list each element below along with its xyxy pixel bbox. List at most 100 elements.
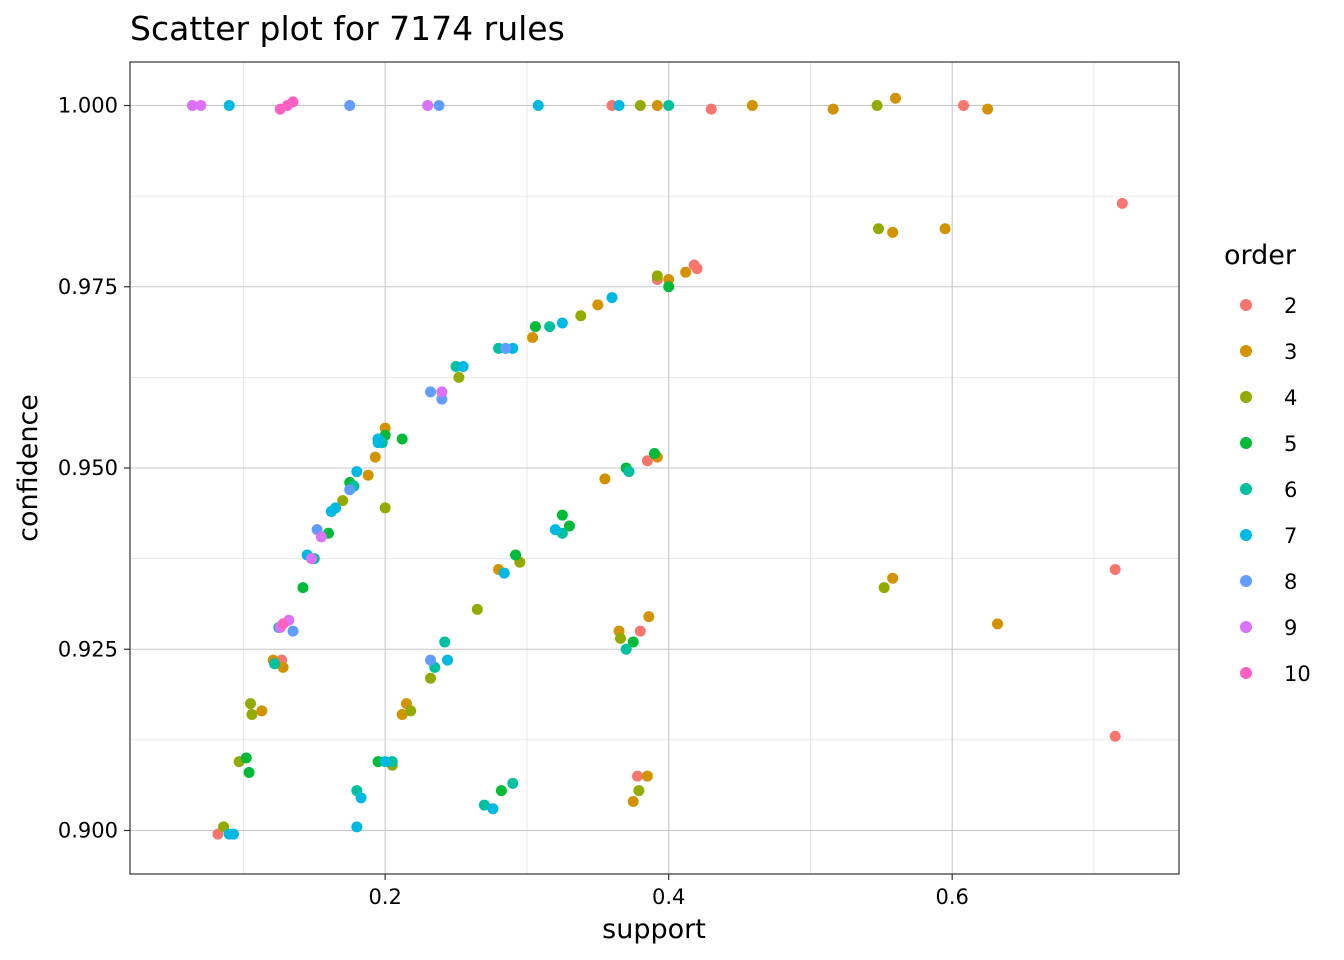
data-point-order-7	[442, 654, 454, 666]
data-point-order-7	[372, 433, 384, 445]
x-tick-label: 0.4	[652, 885, 685, 909]
legend-key-order-5	[1240, 437, 1252, 449]
data-point-order-6	[439, 636, 451, 648]
data-point-order-6	[507, 777, 519, 789]
data-point-order-9	[436, 386, 448, 398]
data-point-order-2	[705, 103, 717, 115]
data-point-order-4	[878, 582, 890, 594]
y-tick-label: 0.950	[58, 456, 118, 480]
data-point-order-3	[599, 473, 611, 485]
data-point-order-5	[563, 520, 575, 532]
data-point-order-3	[889, 92, 901, 104]
y-tick-label: 1.000	[58, 94, 118, 118]
data-point-order-6	[544, 321, 556, 333]
data-point-order-7	[556, 317, 568, 329]
data-point-order-3	[643, 611, 655, 623]
data-point-order-10	[277, 618, 289, 630]
legend-label-order-6: 6	[1284, 478, 1297, 502]
data-point-order-4	[425, 672, 437, 684]
data-point-order-7	[223, 100, 235, 111]
legend-label-order-2: 2	[1284, 294, 1297, 318]
data-point-order-5	[495, 785, 507, 797]
data-point-order-7	[351, 821, 363, 833]
data-point-order-3	[887, 572, 899, 584]
data-point-order-9	[195, 100, 207, 111]
data-point-order-4	[614, 632, 626, 644]
data-point-order-3	[746, 100, 758, 111]
legend-title: order	[1224, 240, 1297, 271]
data-point-order-4	[379, 502, 391, 514]
data-point-order-8	[500, 342, 512, 354]
x-tick-label: 0.6	[935, 885, 968, 909]
legend-key-order-6	[1240, 483, 1252, 495]
data-point-order-7	[613, 100, 625, 111]
y-tick-label: 0.925	[58, 637, 118, 661]
data-point-order-10	[274, 103, 286, 115]
data-points	[186, 92, 1128, 840]
data-point-order-7	[457, 361, 469, 372]
data-point-order-8	[425, 654, 437, 666]
data-point-order-4	[575, 310, 587, 322]
data-point-order-3	[641, 770, 653, 782]
x-tick-label: 0.2	[368, 885, 401, 909]
legend-label-order-10: 10	[1284, 662, 1311, 686]
data-point-order-5	[529, 321, 541, 333]
data-point-order-2	[631, 770, 643, 782]
data-point-order-7	[487, 803, 499, 815]
legend-label-order-8: 8	[1284, 570, 1297, 594]
data-point-order-6	[620, 643, 632, 655]
data-point-order-7	[532, 100, 544, 111]
data-point-order-6	[663, 100, 675, 111]
data-point-order-5	[510, 549, 522, 561]
data-point-order-8	[287, 625, 299, 637]
data-point-order-4	[244, 698, 256, 710]
data-point-order-2	[641, 455, 653, 467]
data-point-order-9	[422, 100, 434, 111]
y-axis-label: confidence	[13, 394, 44, 542]
data-point-order-6	[623, 466, 635, 478]
data-point-order-9	[315, 531, 327, 543]
data-point-order-6	[478, 799, 490, 811]
data-point-order-3	[680, 266, 692, 278]
legend-key-order-4	[1240, 391, 1252, 403]
legend: order 2 3 4 5 6 7 8 9 10	[1224, 240, 1311, 686]
data-point-order-4	[634, 100, 646, 111]
data-point-order-5	[556, 509, 568, 521]
data-point-order-5	[240, 752, 252, 764]
data-point-order-7	[549, 524, 561, 536]
data-point-order-2	[1109, 730, 1121, 742]
data-point-order-5	[627, 636, 639, 648]
data-point-order-4	[871, 100, 883, 111]
data-point-order-3	[982, 103, 994, 115]
data-point-order-2	[1109, 564, 1121, 575]
legend-key-order-9	[1240, 621, 1252, 633]
y-tick-label: 0.900	[58, 819, 118, 843]
data-point-order-5	[243, 767, 255, 778]
data-point-order-3	[396, 709, 408, 720]
data-point-order-4	[872, 223, 884, 235]
legend-label-order-3: 3	[1284, 340, 1297, 364]
y-tick-label: 0.975	[58, 275, 118, 299]
data-point-order-2	[1116, 197, 1128, 209]
legend-items: 2 3 4 5 6 7 8 9 10	[1240, 294, 1311, 686]
data-point-order-4	[651, 270, 663, 282]
data-point-order-3	[651, 100, 663, 111]
x-axis-label: support	[602, 914, 706, 945]
data-point-order-4	[246, 709, 258, 720]
data-point-order-4	[337, 495, 349, 507]
chart-title: Scatter plot for 7174 rules	[130, 9, 565, 48]
data-point-order-3	[277, 661, 289, 673]
data-point-order-3	[827, 103, 839, 115]
legend-key-order-3	[1240, 345, 1252, 357]
data-point-order-7	[606, 292, 618, 304]
data-point-order-2	[691, 263, 703, 275]
data-point-order-7	[351, 466, 363, 478]
data-point-order-7	[325, 506, 337, 517]
x-axis-ticks: 0.2 0.4 0.6	[368, 874, 969, 909]
legend-label-order-7: 7	[1284, 524, 1297, 548]
data-point-order-7	[379, 756, 391, 768]
data-point-order-8	[344, 100, 356, 111]
data-point-order-5	[297, 582, 309, 594]
